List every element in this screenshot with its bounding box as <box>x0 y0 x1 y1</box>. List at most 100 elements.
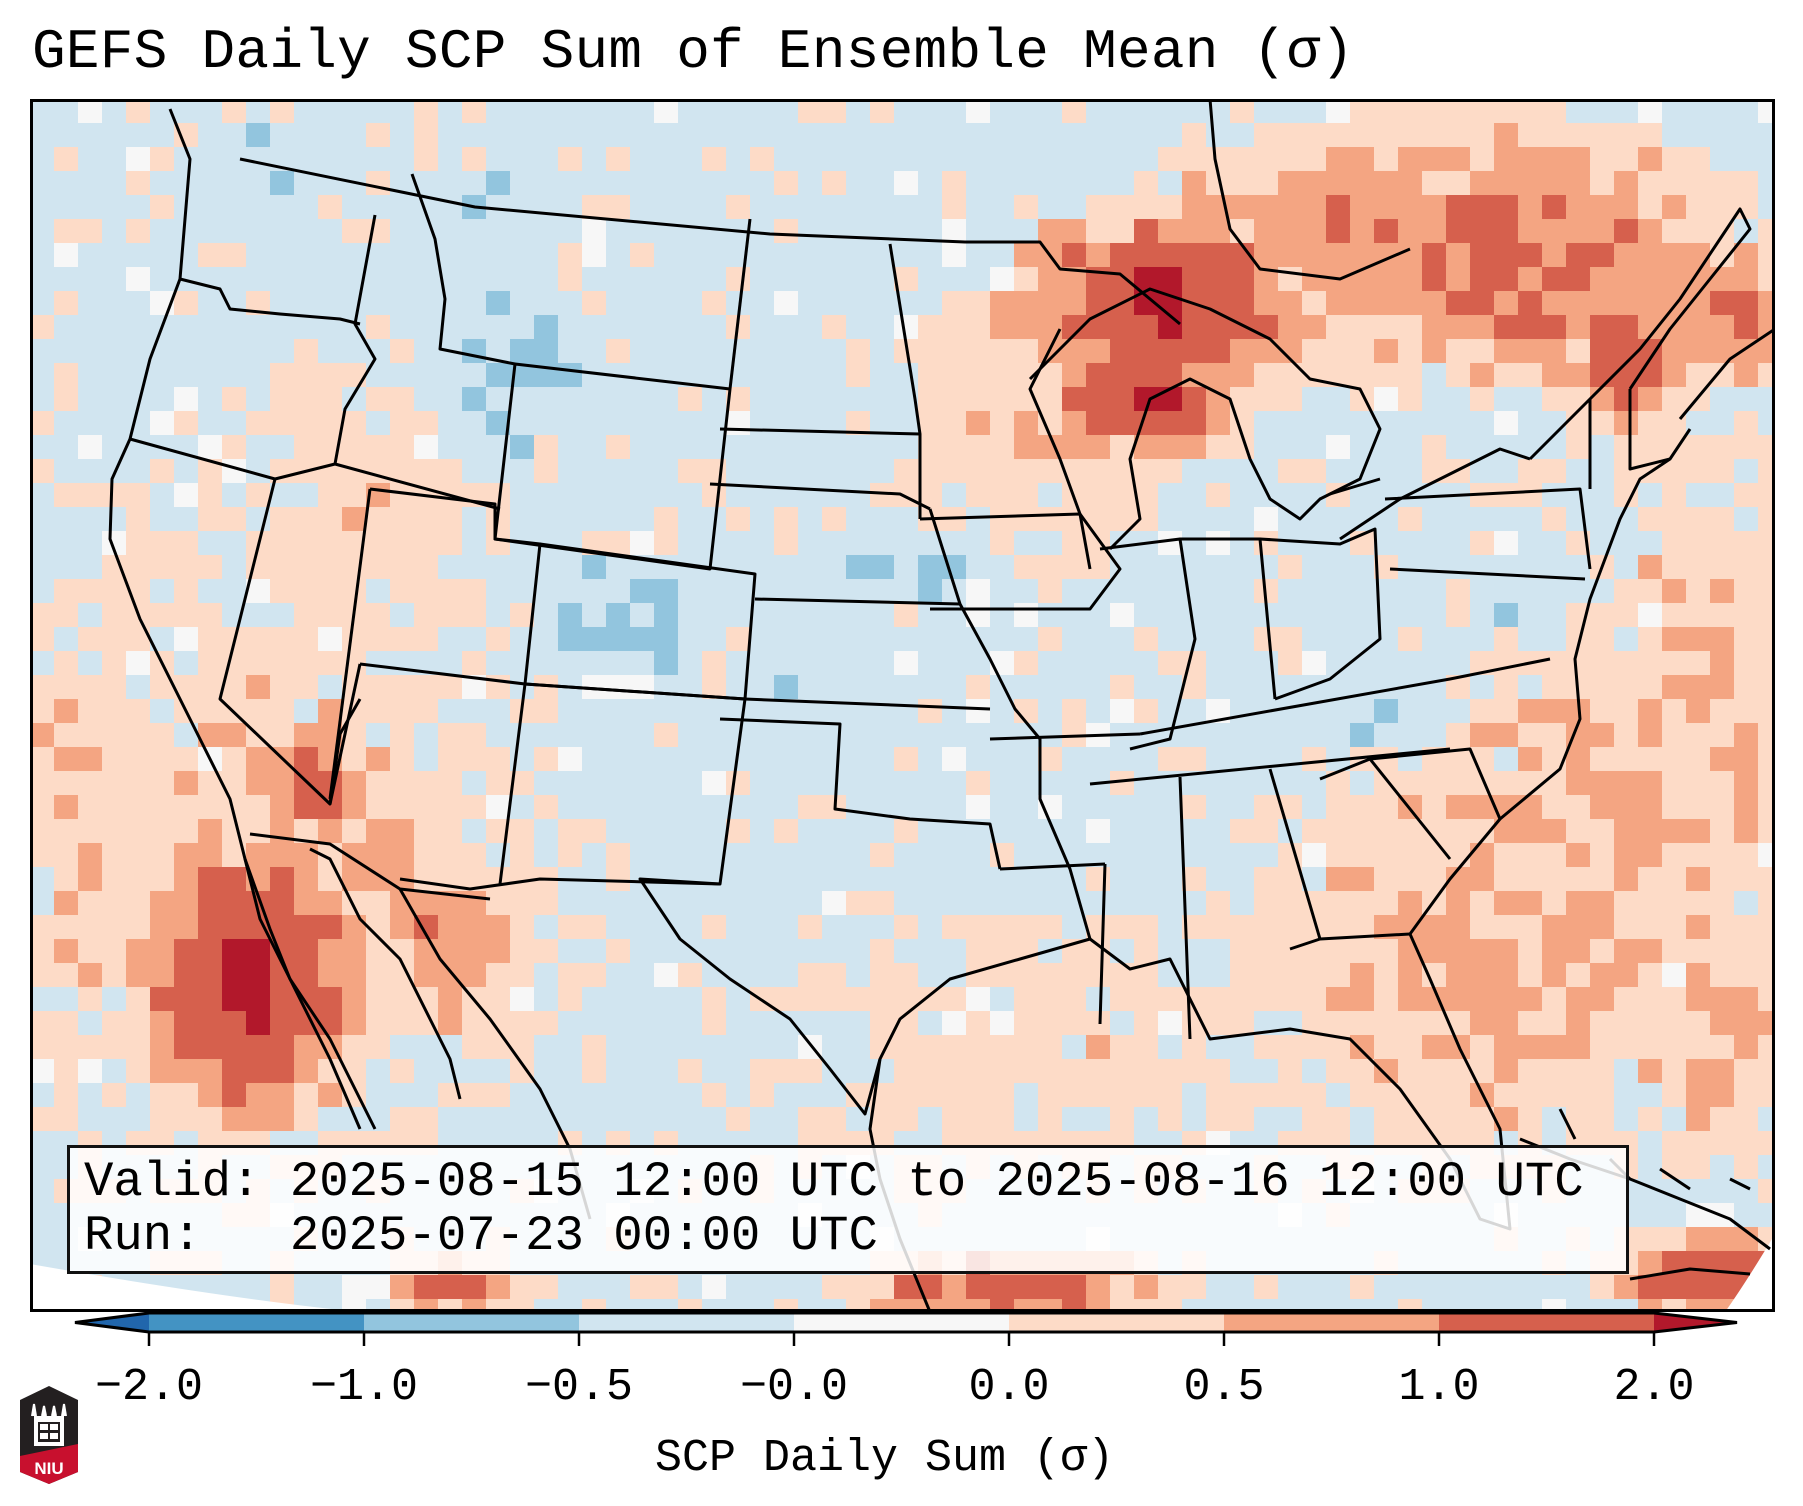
grid-cell <box>78 483 102 507</box>
grid-cell <box>1614 291 1638 315</box>
grid-cell <box>1758 915 1775 939</box>
grid-cell <box>534 1275 558 1299</box>
grid-cell <box>1398 123 1422 147</box>
grid-cell <box>1614 675 1638 699</box>
grid-cell <box>1398 963 1422 987</box>
grid-cell <box>1686 891 1710 915</box>
grid-cell <box>1110 963 1134 987</box>
grid-cell <box>1278 963 1302 987</box>
grid-cell <box>1446 219 1470 243</box>
grid-cell <box>366 387 390 411</box>
grid-cell <box>1662 771 1686 795</box>
grid-cell <box>1710 459 1734 483</box>
grid-cell <box>1566 291 1590 315</box>
grid-cell <box>462 915 486 939</box>
grid-cell <box>78 99 102 123</box>
grid-cell <box>678 1059 702 1083</box>
grid-cell <box>30 1059 54 1083</box>
grid-cell <box>174 915 198 939</box>
grid-cell <box>390 1059 414 1083</box>
grid-cell <box>1494 699 1518 723</box>
grid-cell <box>1662 939 1686 963</box>
grid-cell <box>582 963 606 987</box>
grid-cell <box>54 387 78 411</box>
grid-cell <box>1686 987 1710 1011</box>
grid-cell <box>510 339 534 363</box>
grid-cell <box>1758 1179 1775 1203</box>
grid-cell <box>1350 219 1374 243</box>
grid-cell <box>1134 915 1158 939</box>
grid-cell <box>1494 1059 1518 1083</box>
grid-cell <box>1518 339 1542 363</box>
grid-cell <box>1254 363 1278 387</box>
grid-cell <box>222 1059 246 1083</box>
grid-cell <box>1086 387 1110 411</box>
grid-cell <box>1374 819 1398 843</box>
grid-cell <box>1086 963 1110 987</box>
grid-cell <box>798 1107 822 1131</box>
grid-cell <box>1374 843 1398 867</box>
grid-cell <box>1542 1299 1566 1312</box>
grid-cell <box>270 507 294 531</box>
grid-cell <box>942 243 966 267</box>
grid-cell <box>654 603 678 627</box>
grid-cell <box>1254 147 1278 171</box>
oh-border <box>1259 527 1382 701</box>
grid-cell <box>414 1275 438 1299</box>
grid-cell <box>126 699 150 723</box>
grid-cell <box>1422 147 1446 171</box>
grid-cell <box>1038 507 1062 531</box>
grid-cell <box>1230 219 1254 243</box>
grid-cell <box>1110 195 1134 219</box>
grid-cell <box>726 195 750 219</box>
grid-cell <box>1710 1131 1734 1155</box>
grid-cell <box>414 507 438 531</box>
grid-cell <box>1398 195 1422 219</box>
grid-cell <box>1470 315 1494 339</box>
grid-cell <box>1062 435 1086 459</box>
grid-cell <box>1110 315 1134 339</box>
grid-cell <box>54 1035 78 1059</box>
grid-cell <box>798 99 822 123</box>
grid-cell <box>1566 747 1590 771</box>
grid-cell <box>1590 315 1614 339</box>
grid-cell <box>942 435 966 459</box>
grid-cell <box>1398 243 1422 267</box>
grid-cell <box>1086 195 1110 219</box>
sc-nc-border <box>1319 747 1502 860</box>
grid-cell <box>390 675 414 699</box>
grid-cell <box>702 147 726 171</box>
grid-cell <box>1614 987 1638 1011</box>
grid-cell <box>1590 1083 1614 1107</box>
grid-cell <box>462 723 486 747</box>
grid-cell <box>1446 123 1470 147</box>
grid-cell <box>1398 171 1422 195</box>
grid-cell <box>198 507 222 531</box>
grid-cell <box>1446 843 1470 867</box>
grid-cell <box>1542 987 1566 1011</box>
grid-cell <box>870 1275 894 1299</box>
grid-cell <box>1278 939 1302 963</box>
grid-cell <box>942 1059 966 1083</box>
map-canvas <box>30 99 1775 1312</box>
grid-cell <box>54 963 78 987</box>
grid-cell <box>102 579 126 603</box>
grid-cell <box>1662 195 1686 219</box>
grid-cell <box>1230 1083 1254 1107</box>
grid-cell <box>294 747 318 771</box>
grid-cell <box>1398 387 1422 411</box>
grid-cell <box>1230 147 1254 171</box>
grid-cell <box>1038 1035 1062 1059</box>
grid-cell <box>1182 795 1206 819</box>
grid-cell <box>102 867 126 891</box>
grid-cell <box>1350 987 1374 1011</box>
grid-cell <box>54 1107 78 1131</box>
grid-cell <box>870 891 894 915</box>
grid-cell <box>1326 435 1350 459</box>
grid-cell <box>1038 579 1062 603</box>
grid-cell <box>1734 267 1758 291</box>
grid-cell <box>1758 771 1775 795</box>
grid-cell <box>1278 627 1302 651</box>
grid-cell <box>1326 891 1350 915</box>
grid-cell <box>1038 1059 1062 1083</box>
